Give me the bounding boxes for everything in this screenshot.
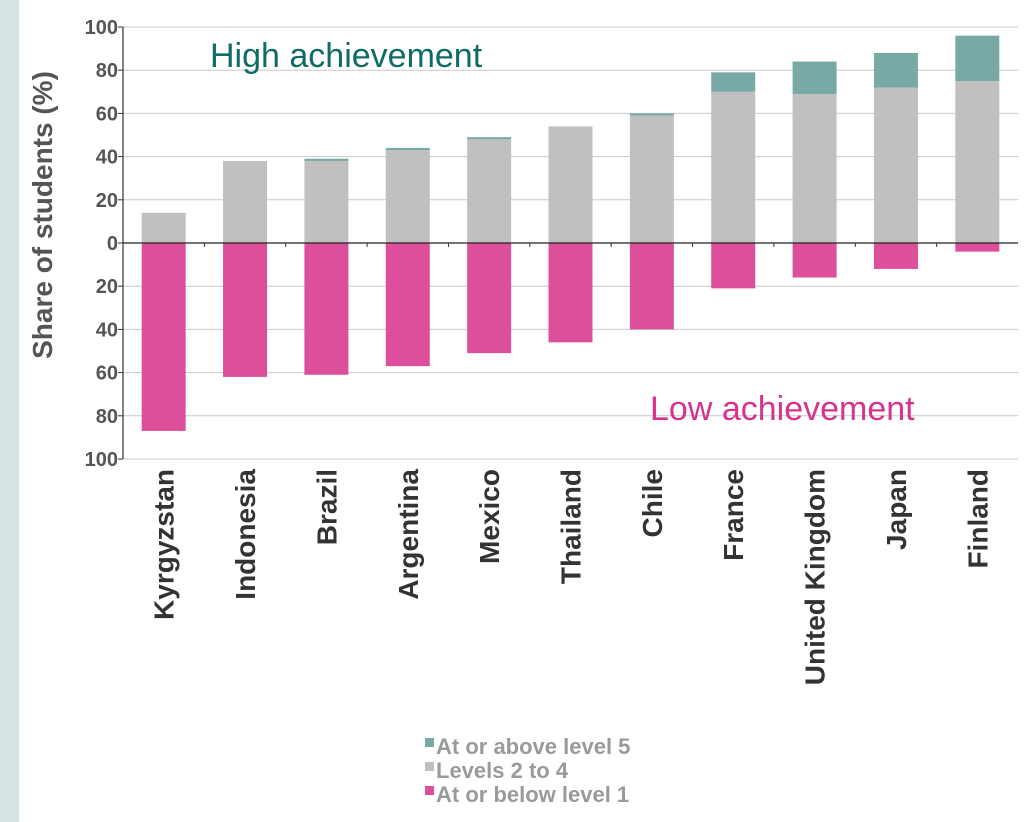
x-category-labels: Kyrgyzstan Indonesia Brazil Argentina Mexico…: [149, 469, 994, 686]
legend-item-level5: At or above level 5: [425, 735, 630, 759]
category-label: Finland: [962, 469, 993, 569]
bar-levels2to4: [955, 81, 1000, 243]
bar-level1: [792, 243, 837, 278]
bar-level5: [955, 35, 1000, 81]
axes: [118, 26, 1018, 460]
low-achievement-annotation: Low achievement: [650, 390, 915, 428]
category-label: Brazil: [311, 469, 342, 545]
y-tick-label: 80: [96, 60, 118, 82]
y-tick-labels: 100 80 60 40 20 0 20 40 60 80 100: [85, 17, 118, 471]
legend-label-levels2to4: Levels 2 to 4: [436, 758, 569, 783]
category-label: Kyrgyzstan: [149, 469, 180, 620]
category-label: United Kingdom: [800, 469, 831, 685]
bar-level1: [955, 243, 1000, 252]
bar-level1: [711, 243, 756, 289]
legend-swatch-level1: [425, 786, 434, 795]
side-band: [0, 0, 19, 822]
bar-level1: [385, 243, 430, 367]
bar-level1: [304, 243, 349, 375]
category-label: France: [718, 469, 749, 561]
bar-levels2to4: [873, 87, 918, 243]
bar-levels2to4: [385, 150, 430, 243]
bar-level1: [223, 243, 268, 377]
legend-label-level1: At or below level 1: [436, 782, 630, 807]
bar-levels2to4: [304, 160, 349, 243]
category-label: Chile: [637, 469, 668, 537]
y-axis-title: Share of students (%): [27, 71, 58, 359]
bar-level1: [873, 243, 918, 269]
bar-level5: [792, 61, 837, 94]
y-tick-label: 80: [96, 406, 118, 428]
bar-levels2to4: [141, 212, 186, 243]
legend: At or above level 5 Levels 2 to 4 At or …: [425, 735, 630, 807]
y-tick-label: 60: [96, 103, 118, 125]
y-tick-label: 40: [96, 319, 118, 341]
legend-item-levels2to4: Levels 2 to 4: [425, 759, 630, 783]
bars: [141, 35, 1000, 431]
bar-levels2to4: [548, 126, 593, 243]
category-label: Argentina: [393, 469, 424, 600]
bar-level5: [385, 147, 430, 151]
category-label: Mexico: [474, 469, 505, 564]
y-tick-label: 20: [96, 190, 118, 212]
y-tick-label: 100: [85, 449, 118, 471]
legend-swatch-level5: [425, 738, 434, 747]
category-label: Thailand: [556, 469, 587, 584]
bar-level1: [141, 243, 186, 431]
bar-level5: [873, 52, 918, 88]
legend-item-level1: At or below level 1: [425, 783, 630, 807]
bar-levels2to4: [223, 160, 268, 243]
category-label: Japan: [881, 469, 912, 550]
bar-levels2to4: [792, 93, 837, 244]
bar-levels2to4: [467, 139, 512, 243]
y-tick-label: 100: [85, 17, 118, 39]
bar-level5: [629, 113, 674, 116]
bar-level5: [711, 72, 756, 92]
bar-level1: [548, 243, 593, 343]
bar-levels2to4: [711, 91, 756, 243]
bar-level5: [304, 158, 349, 161]
bar-level5: [467, 137, 512, 140]
bar-levels2to4: [629, 115, 674, 243]
bar-level1: [629, 243, 674, 330]
bar-level1: [467, 243, 512, 354]
category-label: Indonesia: [230, 469, 261, 600]
y-tick-label: 40: [96, 147, 118, 169]
legend-label-level5: At or above level 5: [436, 734, 631, 759]
legend-swatch-levels2to4: [425, 762, 434, 771]
high-achievement-annotation: High achievement: [210, 37, 483, 75]
y-tick-label: 60: [96, 363, 118, 385]
y-tick-label: 0: [107, 233, 118, 255]
y-tick-label: 20: [96, 276, 118, 298]
